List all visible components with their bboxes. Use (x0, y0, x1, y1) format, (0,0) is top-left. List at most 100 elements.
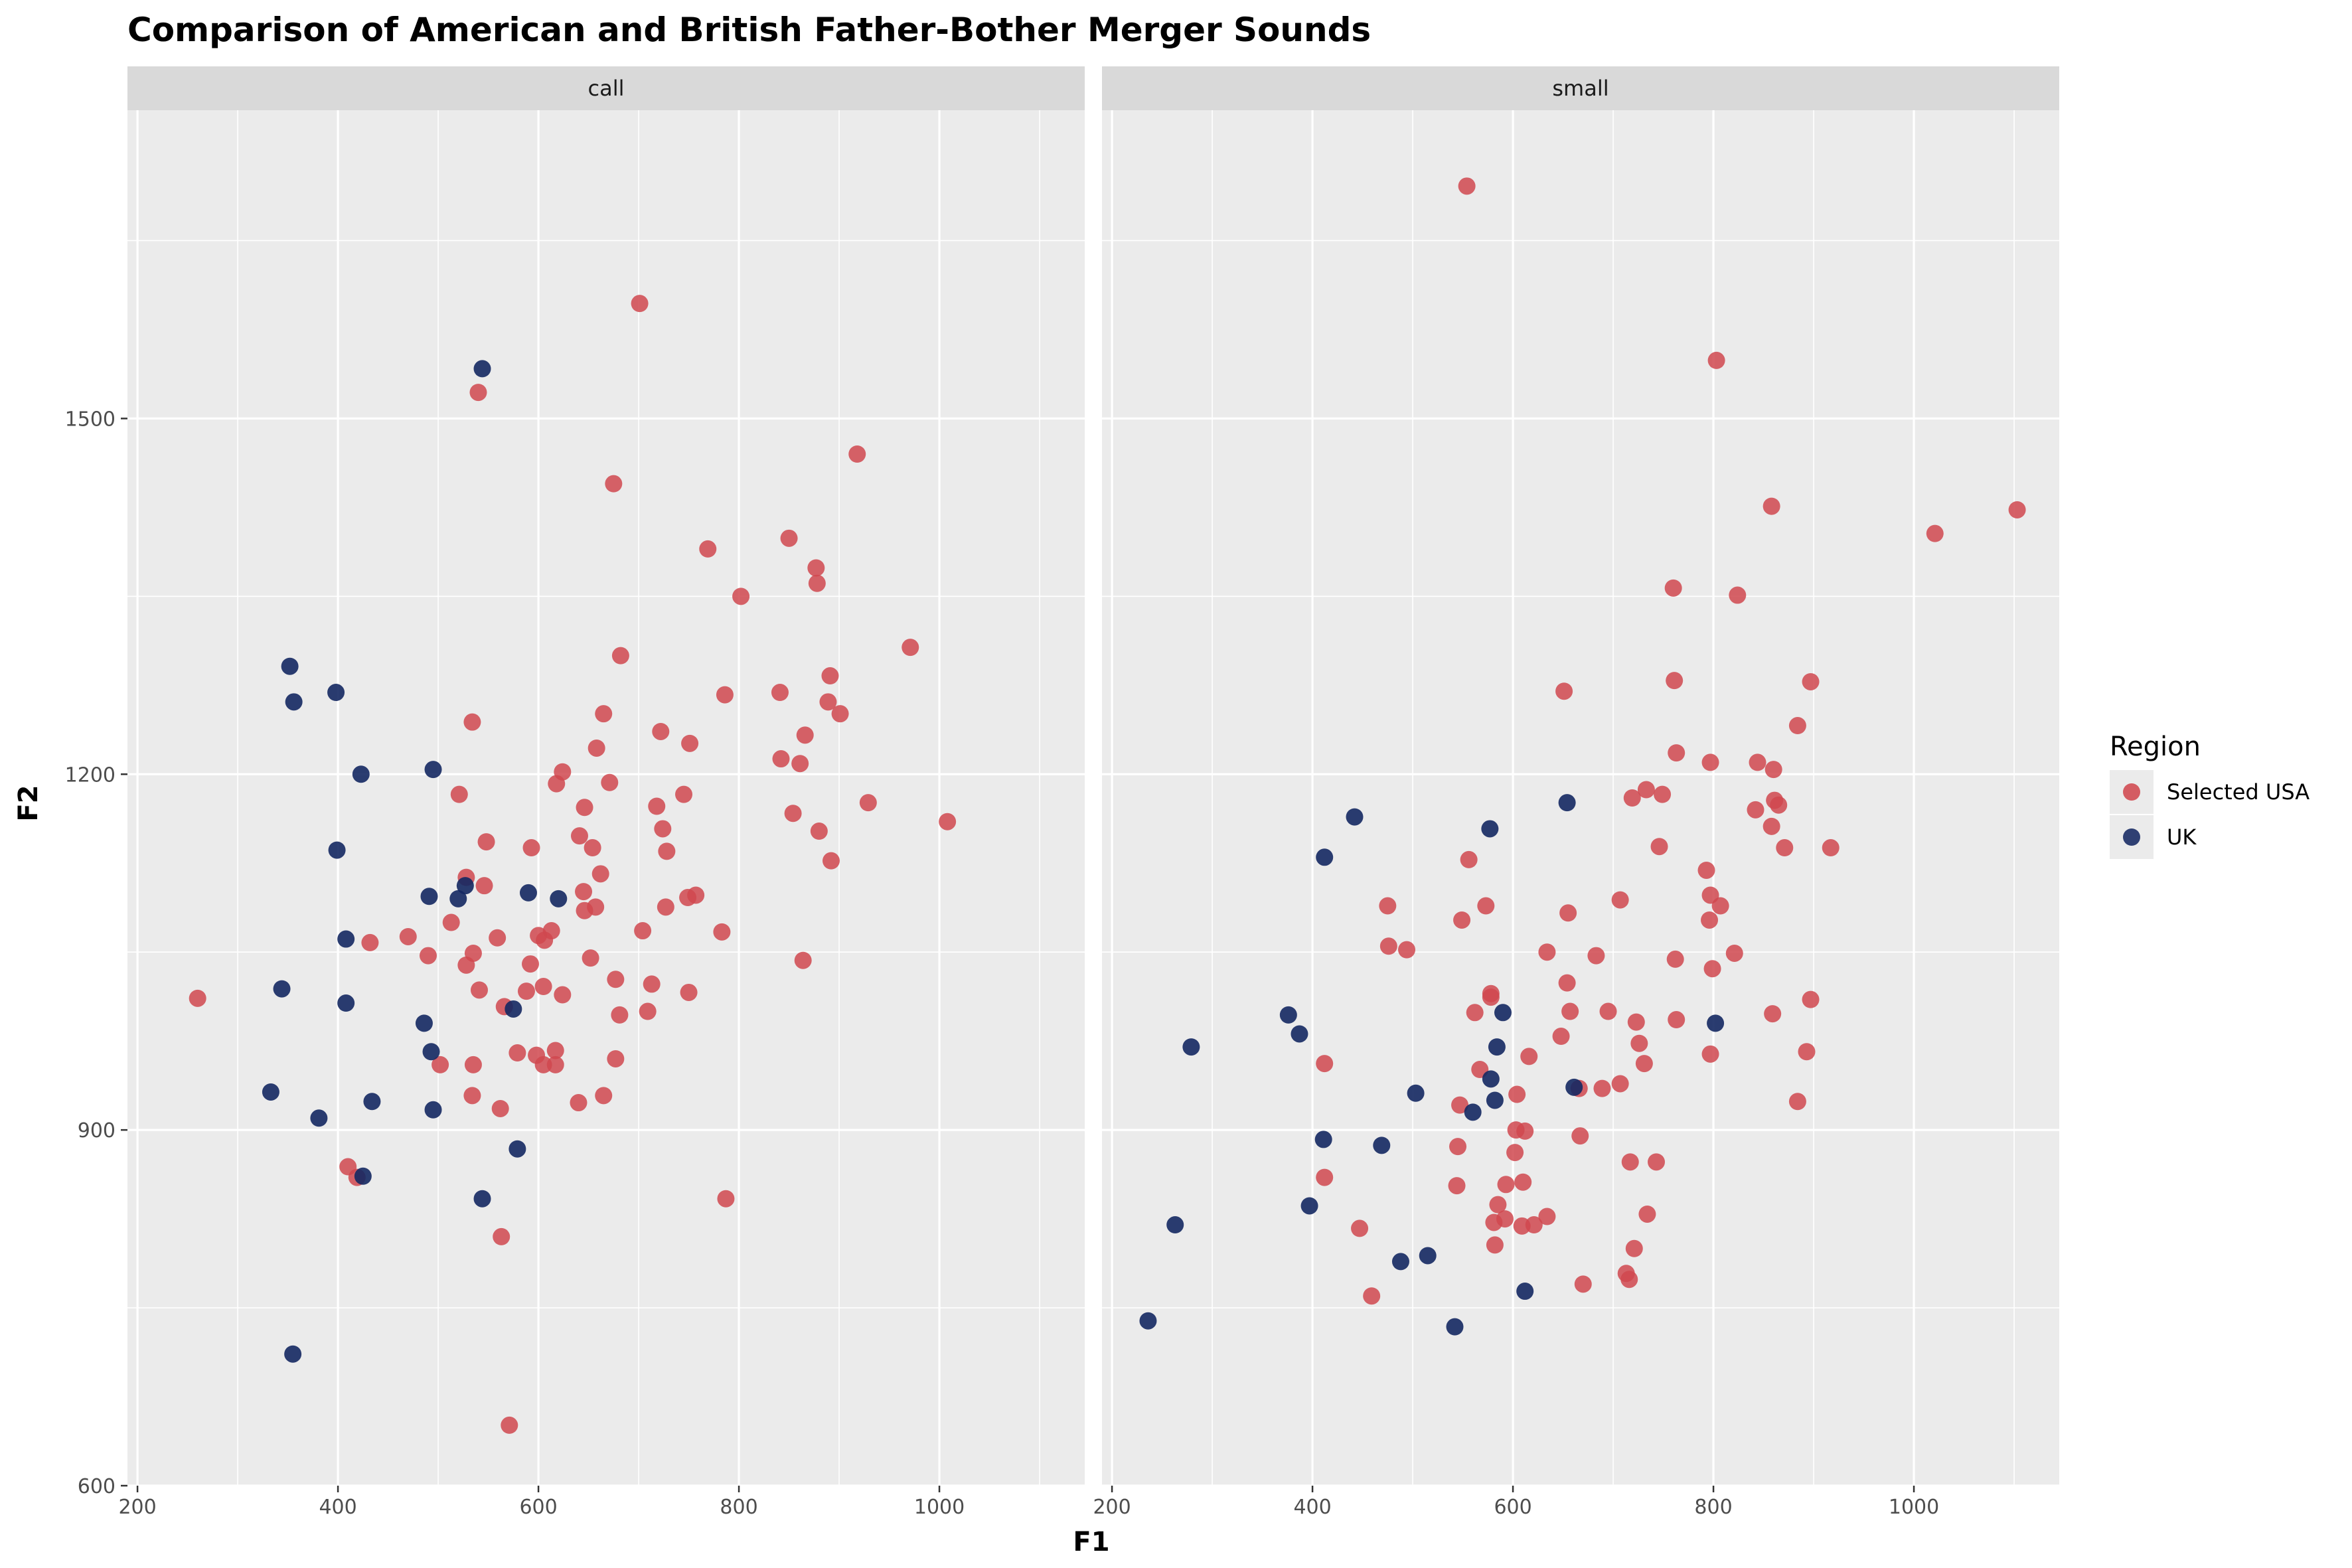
data-point (716, 686, 734, 704)
facet-panel-small: small 200 400 600 800 1000 (1093, 66, 2059, 1519)
data-point (634, 922, 652, 940)
data-point (464, 1056, 482, 1073)
data-point (1766, 791, 1784, 809)
data-point (1538, 1208, 1556, 1225)
data-point (822, 852, 840, 870)
data-point (631, 295, 649, 313)
data-point (470, 981, 488, 999)
data-point (1574, 1275, 1592, 1293)
data-point (1701, 753, 1719, 771)
data-point (1464, 1103, 1482, 1121)
data-point (595, 705, 613, 723)
data-point (699, 540, 717, 558)
data-point (902, 639, 919, 657)
data-point (1558, 974, 1576, 992)
data-point (352, 765, 370, 783)
data-point (273, 980, 291, 998)
panel-background (127, 110, 1085, 1486)
data-point (548, 775, 566, 793)
legend-key-marker (2123, 783, 2140, 801)
x-tick-label: 1000 (914, 1496, 965, 1519)
data-point (607, 971, 625, 988)
data-point (732, 588, 750, 605)
legend-key-marker (2123, 828, 2140, 846)
data-point (1316, 848, 1334, 866)
data-point (819, 693, 837, 711)
data-point (780, 529, 798, 547)
data-point (457, 956, 475, 974)
data-point (1448, 1177, 1466, 1195)
data-point (1466, 1004, 1484, 1022)
data-point (1763, 497, 1780, 515)
data-point (1481, 820, 1499, 838)
data-point (591, 865, 609, 883)
data-point (1635, 1055, 1653, 1073)
data-point (450, 785, 468, 803)
data-point (859, 794, 877, 812)
data-point (939, 813, 957, 830)
facet-strip (1102, 66, 2059, 110)
y-axis-title: F2 (13, 785, 44, 821)
data-point (1593, 1079, 1611, 1097)
data-point (1637, 781, 1655, 799)
data-point (1822, 839, 1840, 857)
data-point (473, 1190, 491, 1208)
data-point (1482, 1070, 1500, 1088)
data-point (1373, 1137, 1391, 1154)
legend-items: Selected USA UK (2110, 770, 2310, 859)
data-point (449, 890, 467, 907)
data-point (808, 574, 826, 592)
data-point (424, 761, 442, 779)
data-point (1508, 1085, 1526, 1103)
data-point (328, 841, 346, 859)
data-point (595, 1087, 613, 1105)
data-point (1625, 1239, 1643, 1257)
data-point (576, 799, 593, 817)
data-point (1486, 1236, 1504, 1254)
data-point (658, 842, 676, 860)
data-point (1707, 1014, 1725, 1032)
data-point (1391, 1253, 1409, 1271)
series-uk (1139, 794, 1725, 1336)
data-point (509, 1044, 526, 1062)
data-point (1630, 1034, 1648, 1052)
data-point (1638, 1205, 1656, 1223)
data-point (1764, 1005, 1782, 1023)
data-point (284, 1345, 302, 1363)
data-point (1788, 1093, 1806, 1111)
data-point (419, 947, 437, 965)
data-point (1516, 1122, 1534, 1140)
data-point (1668, 1011, 1686, 1029)
x-tick-label: 200 (1093, 1496, 1131, 1519)
data-point (469, 384, 487, 402)
data-point (1458, 177, 1476, 195)
data-point (477, 833, 495, 851)
y-tick-label: 600 (78, 1475, 116, 1498)
data-point (771, 684, 789, 702)
data-point (1701, 1045, 1719, 1063)
data-point (1552, 1028, 1570, 1046)
data-point (1763, 817, 1780, 835)
series-selected-usa (189, 295, 957, 1434)
data-point (1749, 753, 1766, 771)
data-point (1379, 937, 1397, 955)
data-point (2008, 501, 2026, 518)
y-tick-label: 900 (78, 1119, 116, 1142)
data-point (1316, 1168, 1334, 1186)
data-point (652, 722, 670, 740)
data-point (1446, 1318, 1464, 1336)
x-tick-label: 200 (118, 1496, 156, 1519)
legend-label: Selected USA (2167, 779, 2310, 805)
data-point (717, 1190, 735, 1208)
data-point (1506, 1144, 1524, 1162)
data-point (713, 923, 731, 941)
data-point (1488, 1038, 1506, 1056)
data-point (1711, 897, 1729, 915)
data-point (1620, 1271, 1638, 1289)
data-point (1729, 586, 1747, 604)
data-point (1486, 1091, 1504, 1109)
data-point (337, 930, 355, 948)
data-point (1407, 1084, 1425, 1102)
legend-title: Region (2110, 732, 2201, 762)
